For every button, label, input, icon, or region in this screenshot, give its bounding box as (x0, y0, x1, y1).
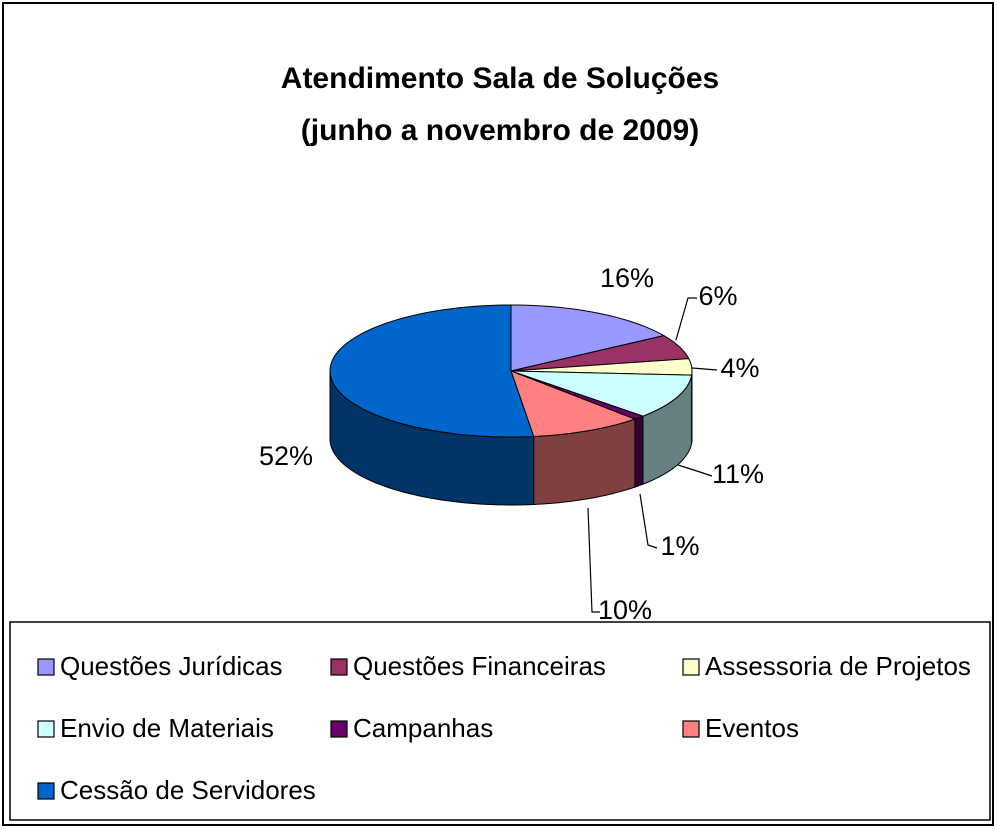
pie-slice (510, 370, 637, 437)
legend-label: Questões Financeiras (353, 651, 606, 681)
leader-line (639, 493, 658, 549)
data-label: 16% (600, 263, 654, 293)
pie-slice-side (634, 415, 644, 488)
data-label: 52% (259, 441, 313, 471)
data-label: 6% (698, 281, 737, 311)
legend-label: Questões Jurídicas (60, 651, 283, 681)
legend-frame (9, 621, 991, 821)
leader-line (675, 297, 697, 341)
legend-swatch (37, 782, 55, 800)
data-label: 10% (598, 595, 652, 625)
chart-subtitle: (junho a novembro de 2009) (301, 114, 699, 147)
data-label: 11% (712, 459, 764, 489)
legend-label: Envio de Materiais (60, 713, 274, 743)
legend-label: Eventos (705, 713, 799, 743)
pie-slice (510, 358, 693, 376)
legend-label: Assessoria de Projetos (705, 651, 971, 681)
leader-line (587, 507, 600, 613)
pie-slice (510, 304, 666, 372)
chart-title: Atendimento Sala de Soluções (281, 62, 719, 95)
legend-label: Cessão de Servidores (60, 775, 316, 805)
legend-swatch (330, 658, 348, 676)
data-label: 4% (720, 353, 759, 383)
legend-swatch (37, 720, 55, 738)
leader-line (691, 367, 718, 371)
pie-slice (510, 335, 690, 372)
legend-swatch (330, 720, 348, 738)
leader-line (677, 464, 713, 477)
legend-swatch (682, 720, 700, 738)
data-label: 1% (660, 531, 699, 561)
pie-slice (510, 370, 693, 417)
pie-slice (329, 304, 535, 438)
legend-label: Campanhas (353, 713, 493, 743)
legend-swatch (682, 658, 700, 676)
legend-swatch (37, 658, 55, 676)
